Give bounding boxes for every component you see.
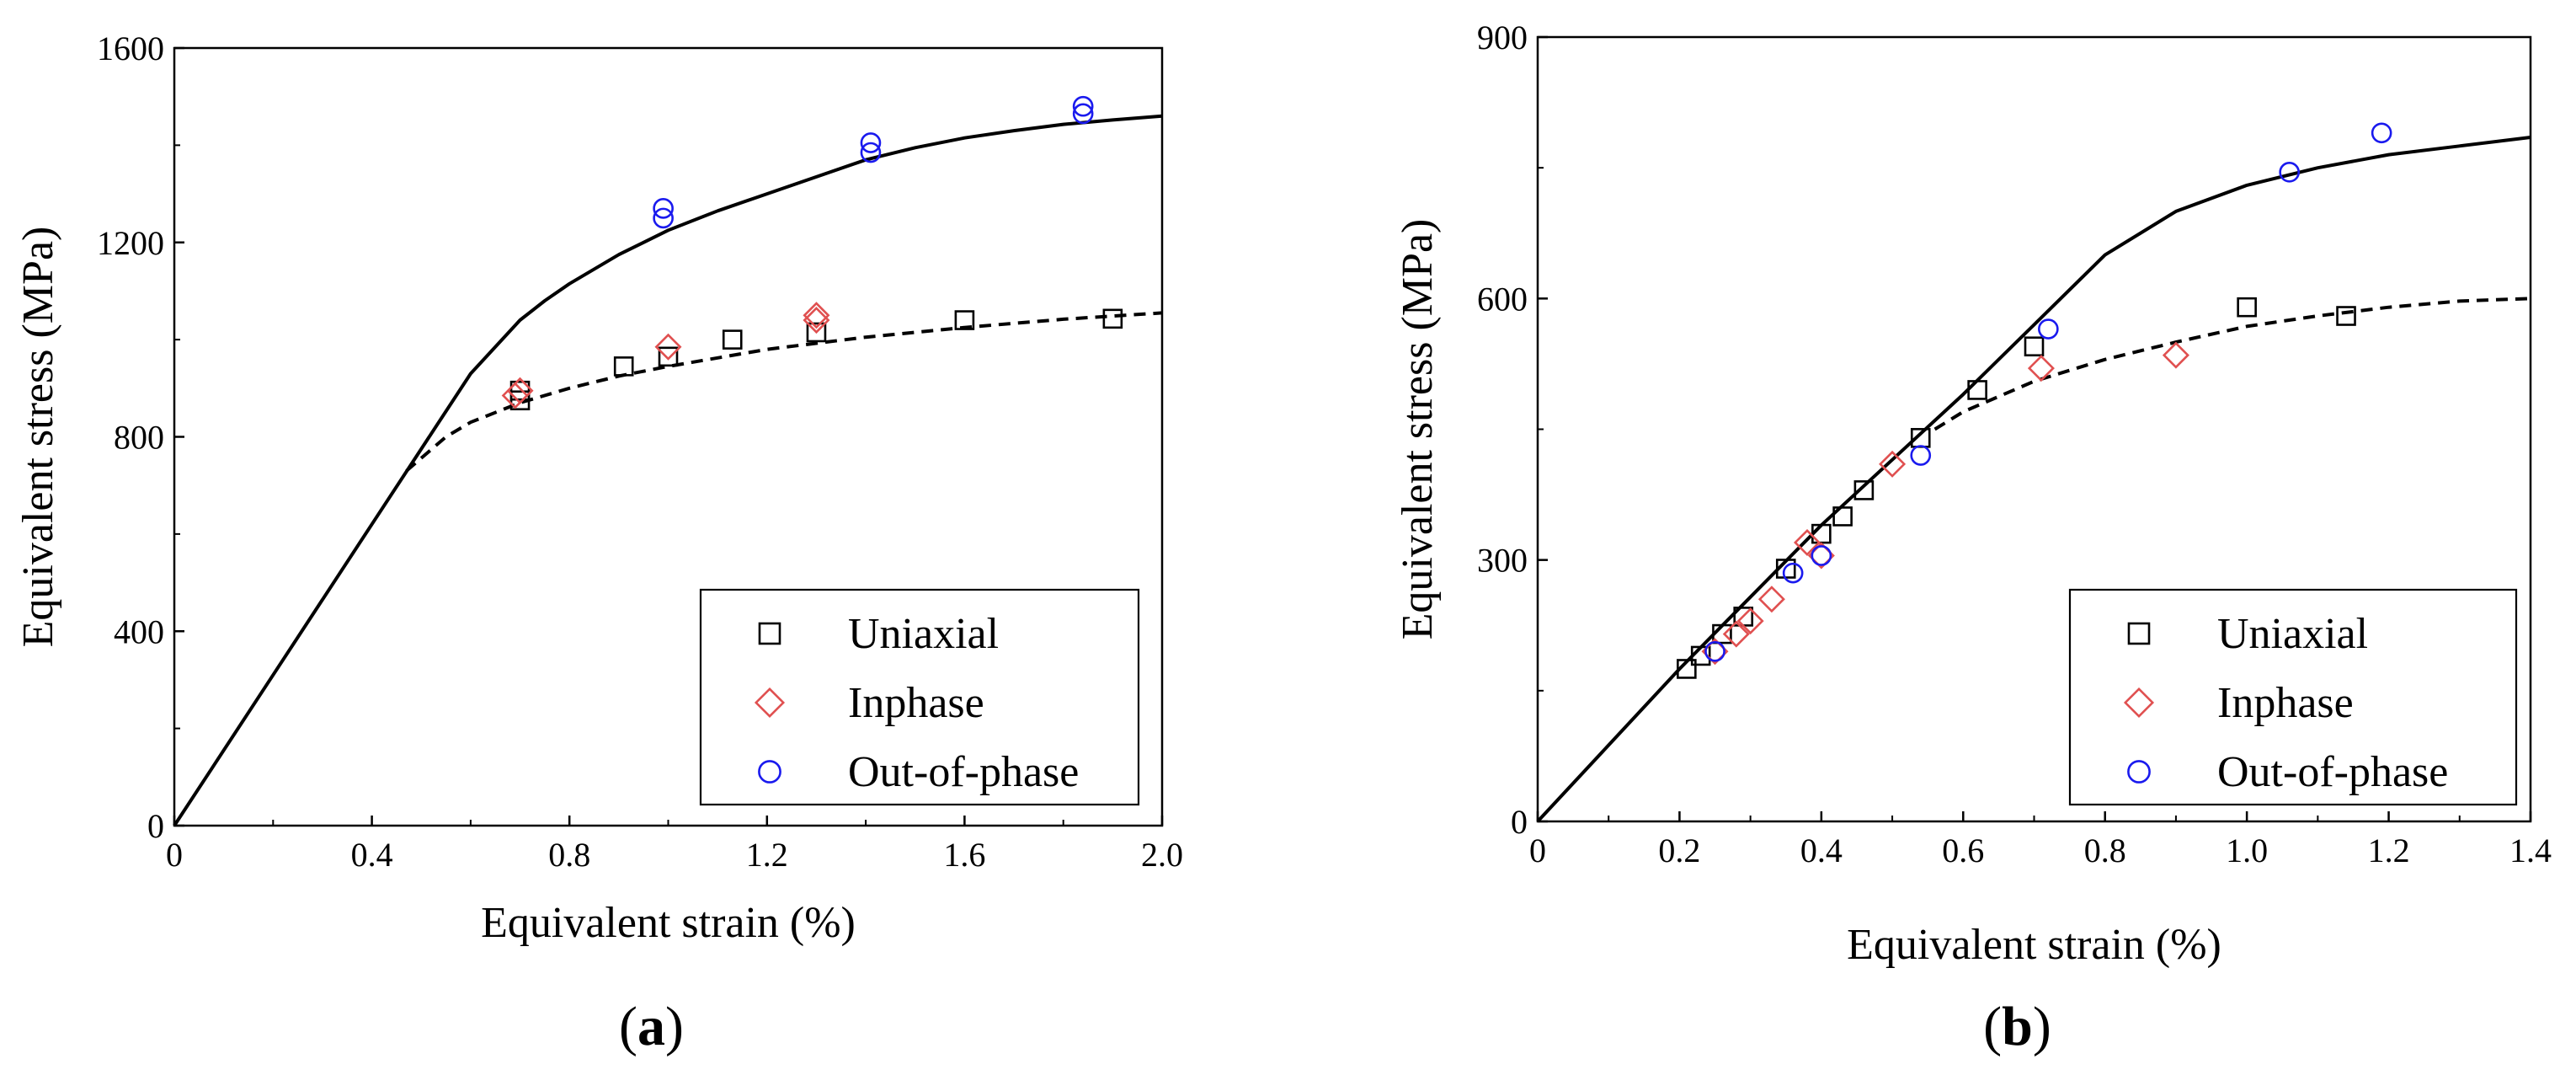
uniaxial-data-point [1677,659,1697,679]
legend-marker-uniaxial [2127,622,2151,645]
uniaxial-data-point [806,322,827,343]
x-axis-title: Equivalent strain (%) [481,899,856,947]
panel-label: (a) [619,996,684,1057]
solid-fit-curve [173,114,1163,827]
uniaxial-data-point [658,346,679,367]
y-tick-label: 900 [1477,19,1528,56]
inphase-data-point [501,382,529,409]
y-tick-label: 1600 [97,29,164,67]
inphase-data-point [1794,528,1821,556]
out-of-phase-data-point [653,198,674,219]
x-tick-label: 0.8 [548,836,590,874]
out-of-phase-data-point [2279,162,2300,183]
legend-box [699,588,1140,806]
out-of-phase-data-point [1072,103,1094,125]
dashed-fit-curve [1933,297,2531,431]
legend-label-uniaxial: Uniaxial [2217,610,2368,658]
legend-label-inphase: Inphase [848,679,984,727]
panel-label: (b) [1983,996,2051,1057]
y-tick-label: 600 [1477,280,1528,318]
y-axis-title: Equivalent stress (MPa) [14,227,62,648]
uniaxial-data-point [722,329,743,350]
x-tick-label: 1.2 [2368,832,2410,869]
inphase-data-point [654,333,682,361]
x-tick-label: 1.6 [943,836,985,874]
out-of-phase-data-point [1782,562,1804,584]
panel-label-close: ) [665,996,684,1057]
inphase-data-point [2027,355,2055,382]
uniaxial-data-point [1853,480,1875,500]
legend-marker-inphase [754,687,786,719]
x-tick-label: 0.8 [2084,832,2126,869]
x-tick-label: 0.2 [1658,832,1700,869]
x-tick-label: 0 [166,836,183,874]
y-tick-label: 0 [1511,803,1528,841]
panel-label-letter: b [2002,996,2033,1057]
x-tick-label: 0 [1529,832,1546,869]
panel-label-open: ( [619,996,637,1057]
x-tick-label: 2.0 [1141,836,1183,874]
inphase-data-point [506,377,534,404]
inphase-data-point [803,302,830,329]
out-of-phase-data-point [1072,95,1094,117]
uniaxial-data-point [2024,336,2045,357]
panel-label-open: ( [1983,996,2002,1057]
y-axis-title: Equivalent stress (MPa) [1394,219,1442,640]
inphase-data-point [803,307,830,334]
out-of-phase-data-point [860,132,882,153]
x-tick-label: 0.4 [351,836,393,874]
dashed-fit-curve [405,311,1163,473]
uniaxial-data-point [2237,297,2257,318]
uniaxial-data-point [509,380,531,401]
uniaxial-data-point [1712,623,1732,644]
panel-label-close: ) [2033,996,2051,1057]
x-tick-label: 1.0 [2226,832,2268,869]
x-tick-label: 1.4 [2509,832,2552,869]
inphase-data-point [1736,607,1764,635]
inphase-data-point [2162,341,2189,369]
uniaxial-data-point [954,310,975,330]
out-of-phase-data-point [1910,445,1932,466]
out-of-phase-data-point [860,142,882,163]
legend-marker-out-of-phase [758,760,781,784]
x-tick-label: 1.2 [746,836,788,874]
legend-marker-uniaxial [758,622,781,645]
panel-a-chart: 0 0.4 0.8 1.2 1.6 2.0 0 400 800 1200 1600 Equivalen… [14,29,1183,1057]
out-of-phase-data-point [1811,545,1832,566]
out-of-phase-data-point [2038,318,2059,340]
legend-label-inphase: Inphase [2217,679,2354,727]
uniaxial-data-point [2336,306,2356,326]
uniaxial-data-point [1102,308,1123,329]
inphase-data-point [1757,586,1785,613]
inphase-data-point [1879,450,1907,478]
uniaxial-data-point [613,356,634,377]
inphase-data-point [1722,620,1750,648]
legend-marker-out-of-phase [2127,760,2151,784]
y-tick-label: 0 [147,807,164,845]
uniaxial-data-point [1832,506,1853,527]
uniaxial-data-point [1967,380,1987,400]
y-tick-label: 1200 [97,224,164,262]
out-of-phase-data-point [2371,122,2392,144]
x-tick-label: 0.6 [1942,832,1984,869]
y-tick-label: 400 [114,612,164,650]
uniaxial-data-point [1690,645,1711,666]
legend-label-out-of-phase: Out-of-phase [2217,748,2448,796]
panel-label-letter: a [637,996,665,1057]
out-of-phase-data-point [1704,640,1725,662]
y-tick-label: 300 [1477,542,1528,580]
legend-label-uniaxial: Uniaxial [848,610,999,658]
out-of-phase-data-point [653,207,674,229]
legend-label-out-of-phase: Out-of-phase [848,748,1079,796]
x-axis-title: Equivalent strain (%) [1847,921,2221,969]
y-tick-label: 800 [114,419,164,457]
panel-b-chart: 0 0.2 0.4 0.6 0.8 1.0 1.2 1.4 0 300 600 900 Equivale… [1394,19,2552,1057]
x-tick-label: 0.4 [1800,832,1843,869]
legend-box [2068,588,2518,806]
legend-marker-inphase [2123,687,2155,719]
